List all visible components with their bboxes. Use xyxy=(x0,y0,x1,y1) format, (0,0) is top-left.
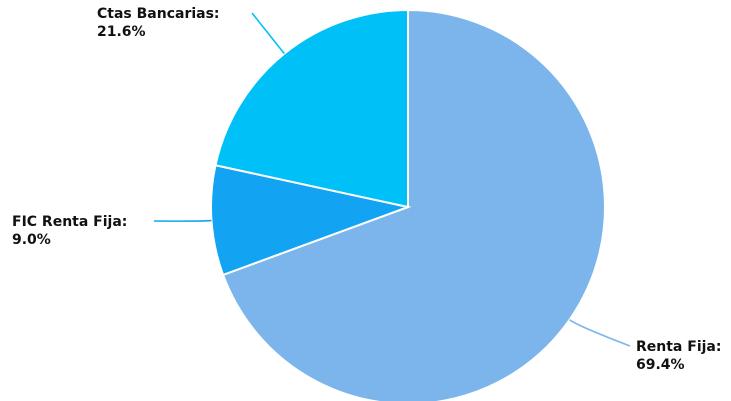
slice-value-2: 9.0% xyxy=(12,232,51,248)
slice-label-2: FIC Renta Fija: xyxy=(12,214,127,230)
connector-line-3 xyxy=(251,12,285,55)
labels-layer: Renta Fija: 69.4% FIC Renta Fija: 9.0% Ctas … xyxy=(12,6,721,373)
connector-line-1 xyxy=(569,319,631,347)
slice-value-3: 21.6% xyxy=(97,24,146,40)
slice-label-3: Ctas Bancarias: xyxy=(97,6,220,22)
slices-layer xyxy=(210,8,606,401)
connector-line-2 xyxy=(153,219,212,222)
connectors-layer xyxy=(153,12,631,347)
slice-value-1: 69.4% xyxy=(636,357,685,373)
pie-slice-3 xyxy=(214,8,409,209)
slice-label-1: Renta Fija: xyxy=(636,339,721,355)
